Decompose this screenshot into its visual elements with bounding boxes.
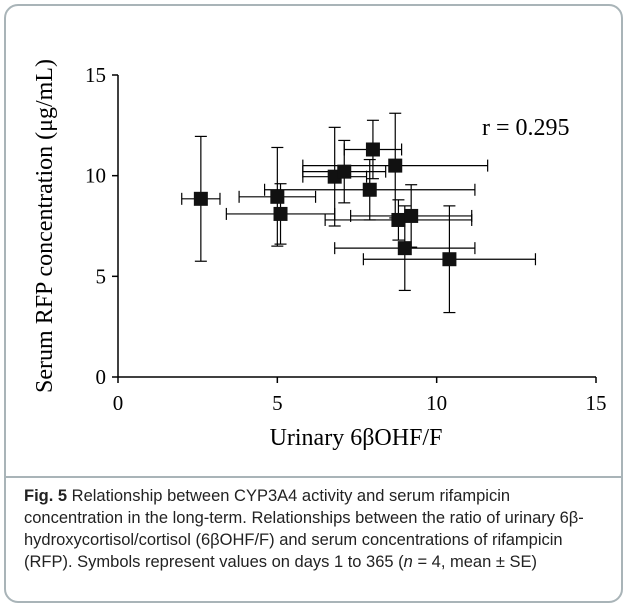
data-point-square [388, 158, 403, 173]
caption-divider [6, 476, 623, 478]
x-tick-label: 15 [586, 391, 607, 415]
data-point-square [404, 208, 419, 223]
data-point-square [391, 212, 406, 227]
data-point-square [442, 252, 457, 267]
data-point-square [362, 182, 377, 197]
y-tick-label: 10 [85, 164, 106, 188]
x-axis-label: Urinary 6βOHF/F [270, 425, 443, 451]
y-tick-label: 5 [96, 264, 107, 288]
y-tick-label: 15 [85, 63, 106, 87]
data-point-square [397, 241, 412, 256]
caption-n-symbol: n [403, 553, 413, 571]
y-axis-label: Serum RFP concentration (μg/mL) [32, 59, 58, 393]
data-point-square [193, 191, 208, 206]
y-tick-label: 0 [96, 365, 107, 389]
caption-text: Relationship between CYP3A4 activity and… [24, 487, 584, 571]
figure-caption: Fig. 5 Relationship between CYP3A4 activ… [24, 485, 609, 573]
x-tick-label: 10 [426, 391, 447, 415]
error-bars [181, 112, 537, 314]
data-point-square [270, 189, 285, 204]
figure-label: Fig. 5 [24, 487, 68, 505]
data-point-square [273, 206, 288, 221]
x-tick-label: 5 [272, 391, 283, 415]
correlation-annotation: r = 0.295 [482, 115, 570, 141]
chart-axes: 0 5 10 15 0 5 10 15 [85, 63, 607, 415]
figure-frame [4, 4, 623, 603]
caption-text-end: = 4, mean ± SE) [412, 553, 538, 571]
x-tick-label: 0 [113, 391, 124, 415]
data-point-square [365, 142, 380, 157]
scatter-chart: 0 5 10 15 0 5 10 15 Serum RFP concentration (μg… [32, 59, 607, 451]
data-point-square [337, 164, 352, 179]
data-markers [193, 142, 457, 267]
